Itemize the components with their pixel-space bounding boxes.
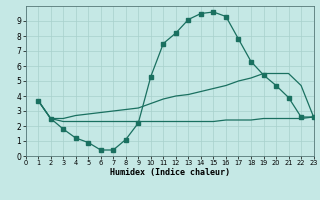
X-axis label: Humidex (Indice chaleur): Humidex (Indice chaleur): [109, 168, 230, 177]
